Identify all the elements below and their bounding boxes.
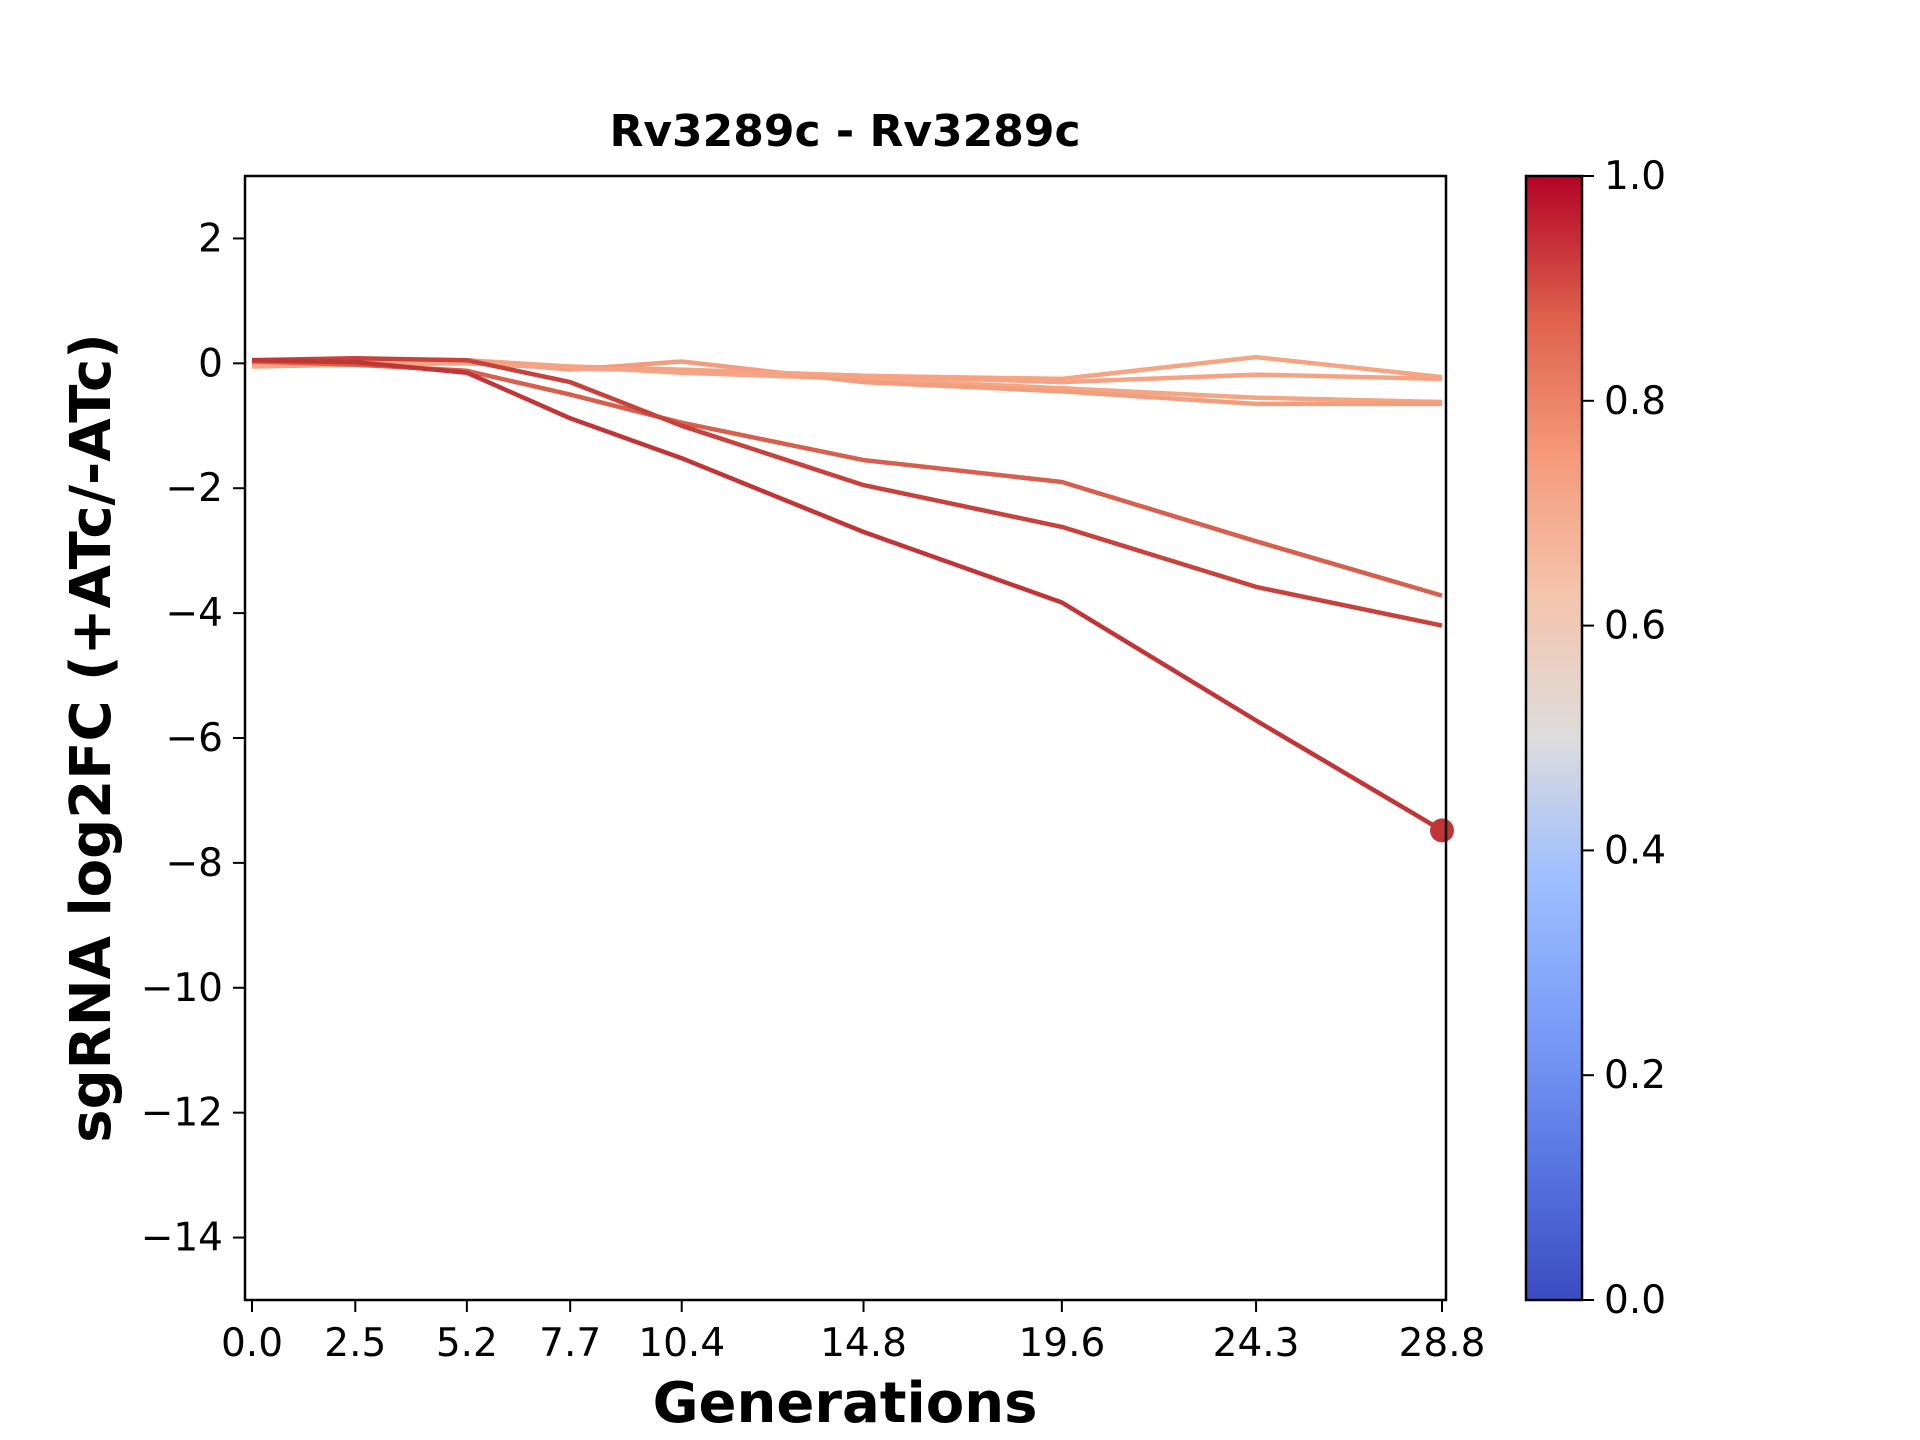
colorbar: [1524, 174, 1584, 1302]
x-tick-label: 28.8: [1399, 1321, 1486, 1366]
series-line-4: [251, 359, 1443, 385]
colorbar-tick-label: 0.8: [1604, 379, 1666, 424]
x-tick-label: 14.8: [820, 1321, 907, 1366]
y-tick-label: 0: [198, 341, 223, 386]
chart-title: Rv3289c - Rv3289c: [609, 106, 1080, 157]
y-tick-label: 2: [198, 216, 223, 261]
x-axis-label: Generations: [653, 1371, 1038, 1436]
colorbar-tick-label: 0.0: [1604, 1278, 1666, 1323]
colorbar-tick-label: 0.2: [1604, 1053, 1666, 1098]
marker-layer: [1430, 818, 1454, 843]
series-line-7: [251, 357, 1444, 833]
x-tick-label: 5.2: [436, 1321, 498, 1366]
y-tick-label: −10: [141, 966, 223, 1011]
x-tick-label: 0.0: [221, 1321, 283, 1366]
colorbar-ticks: 0.0 0.2 0.4 0.6 0.8 1.0: [1582, 154, 1666, 1323]
plot-area-frame: [243, 174, 1448, 1302]
x-axis-ticks: 0.0 2.5 5.2 7.7 10.4 14.8 19.6 24.3 28.8: [221, 1300, 1485, 1366]
y-tick-label: −4: [166, 591, 224, 636]
colorbar-tick-label: 0.6: [1604, 604, 1666, 649]
colorbar-tick-label: 1.0: [1604, 154, 1666, 199]
series-layer: [251, 354, 1444, 833]
x-tick-label: 2.5: [324, 1321, 386, 1366]
y-axis-label: sgRNA log2FC (+ATc/-ATc): [59, 333, 124, 1143]
y-axis-ticks: 2 0 −2 −4 −6 −8 −10 −12 −14: [141, 216, 245, 1261]
x-tick-label: 7.7: [539, 1321, 601, 1366]
x-tick-label: 24.3: [1213, 1321, 1300, 1366]
endpoint-marker: [1430, 818, 1454, 843]
series-line-6: [251, 356, 1443, 628]
x-tick-label: 10.4: [638, 1321, 725, 1366]
x-tick-label: 19.6: [1018, 1321, 1105, 1366]
y-tick-label: −14: [141, 1216, 223, 1261]
y-tick-label: −2: [166, 466, 224, 511]
y-tick-label: −12: [141, 1091, 223, 1136]
y-tick-label: −8: [166, 841, 224, 886]
y-tick-label: −6: [166, 716, 224, 761]
colorbar-tick-label: 0.4: [1604, 828, 1666, 873]
